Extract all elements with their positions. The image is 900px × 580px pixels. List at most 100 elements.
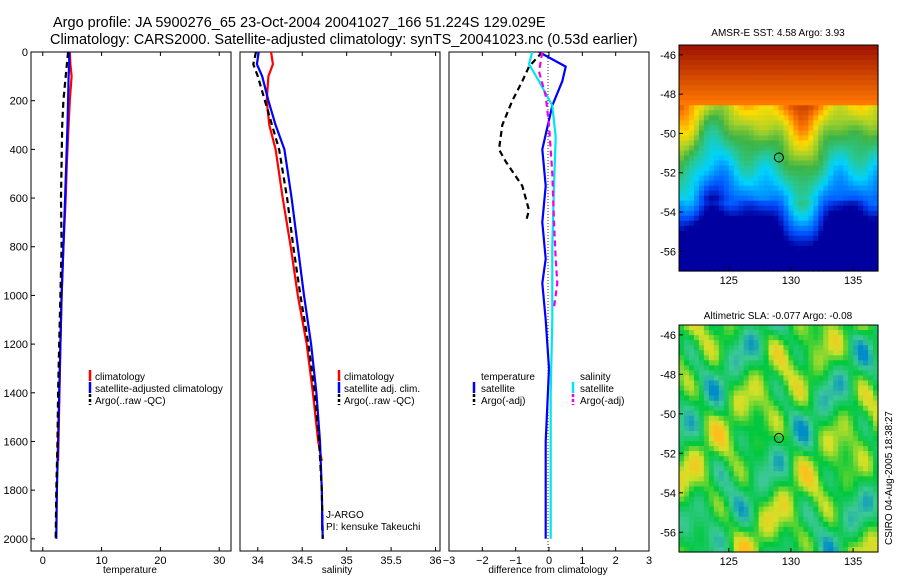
map-cell bbox=[788, 70, 795, 76]
map-cell bbox=[828, 210, 834, 217]
map-cell bbox=[868, 95, 874, 101]
map-cell bbox=[843, 536, 849, 543]
map-cell bbox=[838, 105, 844, 111]
map-cell bbox=[763, 365, 770, 371]
map-cell bbox=[813, 105, 819, 111]
map-cell bbox=[703, 446, 710, 452]
map-cell bbox=[873, 375, 879, 382]
map-cell bbox=[768, 235, 775, 242]
map-cell bbox=[788, 60, 795, 66]
map-cell bbox=[718, 425, 725, 432]
map-cell bbox=[768, 536, 775, 543]
map-cell bbox=[773, 205, 780, 212]
map-cell bbox=[828, 175, 834, 182]
map-cell bbox=[788, 155, 795, 162]
map-cell bbox=[868, 60, 874, 66]
x-tick-label: −3 bbox=[443, 555, 456, 567]
map-cell bbox=[683, 100, 690, 106]
map-cell bbox=[773, 105, 780, 111]
map-cell bbox=[838, 95, 844, 101]
map-cell bbox=[833, 536, 839, 543]
map-cell bbox=[813, 430, 819, 437]
map-cell bbox=[788, 165, 795, 172]
map-cell bbox=[718, 105, 725, 111]
map-cell bbox=[798, 456, 804, 462]
map-cell bbox=[783, 425, 790, 432]
map-cell bbox=[873, 340, 879, 346]
map-cell bbox=[778, 355, 785, 361]
map-cell bbox=[828, 365, 834, 371]
map-cell bbox=[733, 265, 740, 272]
map-cell bbox=[728, 456, 735, 462]
map-cell bbox=[843, 521, 849, 528]
map-cell bbox=[853, 200, 859, 207]
map-cell bbox=[743, 380, 750, 387]
map-cell bbox=[803, 115, 809, 121]
map-cell bbox=[713, 481, 720, 488]
map-cell bbox=[823, 175, 829, 182]
map-cell bbox=[698, 250, 705, 257]
map-cell bbox=[848, 335, 854, 341]
map-cell bbox=[718, 340, 725, 346]
map-cell bbox=[828, 250, 834, 257]
map-cell bbox=[738, 476, 745, 482]
map-cell bbox=[873, 451, 879, 457]
map-cell bbox=[688, 95, 695, 101]
map-cell bbox=[838, 80, 844, 86]
map-cell bbox=[743, 526, 750, 533]
map-cell bbox=[783, 115, 790, 121]
map-cell bbox=[798, 441, 804, 447]
map-cell bbox=[863, 350, 869, 356]
map-cell bbox=[873, 501, 879, 508]
map-cell bbox=[803, 45, 809, 51]
map-cell bbox=[738, 95, 745, 101]
map-cell bbox=[708, 135, 715, 142]
map-cell bbox=[863, 501, 869, 508]
map-cell bbox=[703, 541, 710, 548]
map-cell bbox=[788, 405, 795, 412]
map-cell bbox=[743, 210, 750, 217]
map-cell bbox=[798, 200, 804, 207]
map-cell bbox=[853, 45, 859, 51]
map-cell bbox=[713, 160, 720, 167]
map-cell bbox=[718, 420, 725, 427]
map-cell bbox=[808, 145, 814, 152]
map-cell bbox=[833, 541, 839, 548]
map-cell bbox=[843, 435, 849, 442]
map-cell bbox=[858, 435, 864, 442]
map-cell bbox=[753, 360, 760, 366]
map-cell bbox=[813, 205, 819, 212]
map-cell bbox=[808, 546, 814, 553]
map-cell bbox=[693, 265, 700, 272]
map-cell bbox=[803, 185, 809, 192]
map-cell bbox=[783, 175, 790, 182]
map-cell bbox=[768, 496, 775, 503]
map-cell bbox=[798, 165, 804, 172]
legend-temperature-argo-label: Argo(-adj) bbox=[481, 396, 525, 407]
map-cell bbox=[688, 536, 695, 543]
map-cell bbox=[768, 345, 775, 351]
map-cell bbox=[813, 380, 819, 387]
map-cell bbox=[708, 170, 715, 177]
map-cell bbox=[853, 180, 859, 187]
map-cell bbox=[853, 145, 859, 152]
map-cell bbox=[743, 385, 750, 392]
map-cell bbox=[688, 511, 695, 518]
map-cell bbox=[693, 90, 700, 96]
map-cell bbox=[753, 516, 760, 523]
map-cell bbox=[718, 461, 725, 467]
map-cell bbox=[743, 420, 750, 427]
map-cell bbox=[843, 430, 849, 437]
map-cell bbox=[683, 110, 690, 116]
map-cell bbox=[823, 390, 829, 397]
map-cell bbox=[873, 115, 879, 121]
map-cell bbox=[818, 385, 824, 392]
map-cell bbox=[858, 80, 864, 86]
map-cell bbox=[768, 155, 775, 162]
map-cell bbox=[823, 130, 829, 136]
map-cell bbox=[763, 526, 770, 533]
map-cell bbox=[808, 95, 814, 101]
map-cell bbox=[738, 325, 745, 331]
map-cell bbox=[858, 355, 864, 361]
map-cell bbox=[679, 135, 685, 142]
